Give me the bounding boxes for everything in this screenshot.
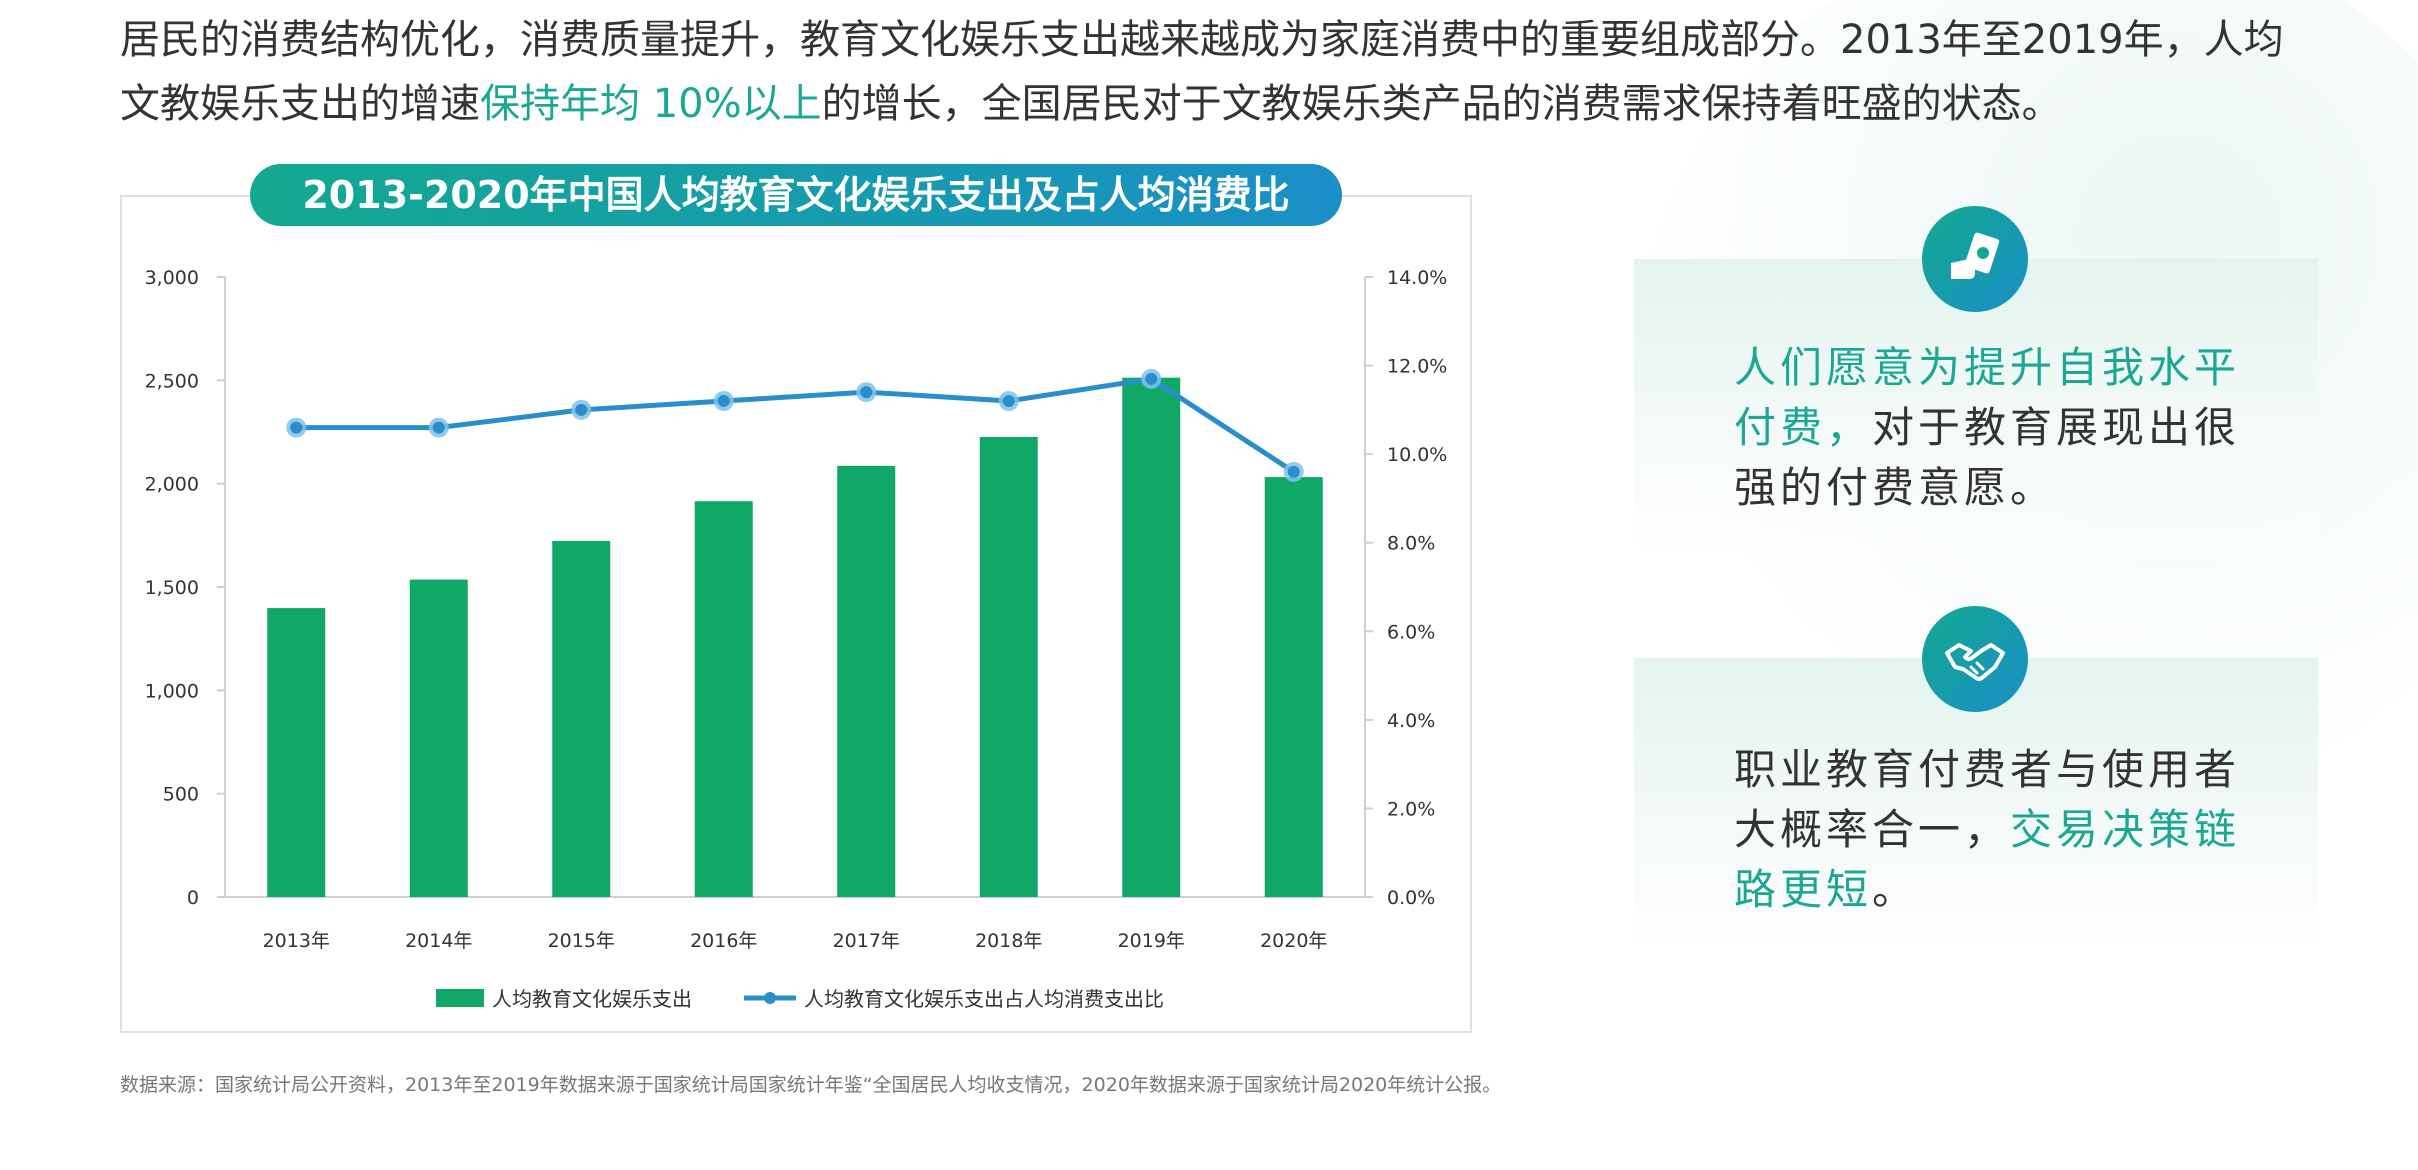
bar [694, 501, 753, 897]
bar [267, 608, 326, 897]
legend-bar-swatch [436, 989, 484, 1007]
y-right-tick-label: 2.0% [1387, 798, 1435, 820]
y-left-tick-label: 2,000 [145, 474, 199, 496]
money-hand-icon [1922, 206, 2028, 312]
x-tick-label: 2014年 [405, 930, 472, 952]
handshake-icon [1922, 606, 2028, 712]
line-point [575, 403, 588, 416]
series-line [296, 376, 1296, 474]
y-left-tick-label: 1,000 [145, 680, 199, 702]
y-left-tick-label: 1,500 [145, 577, 199, 599]
line-point [717, 395, 730, 407]
y-right-tick-label: 10.0% [1387, 444, 1447, 466]
intro-paragraph: 居民的消费结构优化，消费质量提升，教育文化娱乐支出越来越成为家庭消费中的重要组成… [120, 8, 2320, 136]
intro-text-2: 的增长，全国居民对于文教娱乐类产品的消费需求保持着旺盛的状态。 [821, 81, 2062, 127]
y-right-tick-label: 14.0% [1387, 267, 1447, 289]
bar [409, 579, 468, 897]
bar [1122, 377, 1181, 897]
intro-text-1: 居民的消费结构优化，消费质量提升，教育文化娱乐支出越来越成为家庭消费中的重要组成… [120, 17, 2284, 127]
data-source-note: 数据来源：国家统计局公开资料，2013年至2019年数据来源于国家统计局国家统计… [120, 1074, 1502, 1096]
chart-title: 2013-2020年中国人均教育文化娱乐支出及占人均消费比 [250, 164, 1342, 226]
insight-text-1: 人们愿意为提升自我水平付费，对于教育展现出很强的付费意愿。 [1734, 338, 2244, 518]
legend-bar-label: 人均教育文化娱乐支出 [492, 987, 692, 1011]
intro-highlight: 保持年均 10%以上 [480, 81, 822, 127]
bar [837, 465, 896, 897]
line-point [1145, 372, 1158, 385]
y-right-tick-label: 0.0% [1387, 887, 1435, 909]
y-left-tick-label: 3,000 [145, 267, 199, 289]
insight-1-highlight: 人们愿意为提升自我水平付费， [1734, 343, 2241, 452]
y-right-tick-label: 8.0% [1387, 533, 1435, 555]
legend-line-marker [764, 992, 776, 1004]
x-tick-label: 2013年 [263, 930, 330, 952]
line-point [1287, 465, 1300, 478]
y-right-tick-label: 4.0% [1387, 710, 1435, 732]
line-point [1002, 395, 1015, 407]
x-tick-label: 2015年 [548, 930, 615, 952]
y-left-tick-label: 0 [187, 887, 199, 909]
bar [552, 540, 611, 897]
insight-2-text: 职业教育付费者与使用者大概率合一， [1734, 745, 2241, 854]
line-point [432, 421, 445, 434]
chart-frame [120, 195, 1472, 1033]
x-tick-label: 2017年 [833, 930, 900, 952]
bar [979, 436, 1038, 897]
y-left-tick-label: 500 [163, 784, 199, 806]
insight-1-text: 对于教育展现出很强的付费意愿。 [1734, 403, 2241, 512]
insight-2-tail: 。 [1872, 865, 1919, 914]
y-left-tick-label: 2,500 [145, 370, 199, 392]
bar [1264, 477, 1323, 897]
legend-line-label: 人均教育文化娱乐支出占人均消费支出比 [804, 987, 1164, 1011]
y-right-tick-label: 12.0% [1387, 356, 1447, 378]
x-tick-label: 2018年 [975, 930, 1042, 952]
line-point [290, 421, 303, 434]
x-tick-label: 2016年 [690, 930, 757, 952]
x-tick-label: 2019年 [1118, 930, 1185, 952]
insight-2-highlight: 交易决策链路更短 [1734, 805, 2241, 914]
x-tick-label: 2020年 [1260, 930, 1327, 952]
insight-text-2: 职业教育付费者与使用者大概率合一，交易决策链路更短。 [1734, 740, 2244, 920]
line-point [860, 386, 873, 399]
y-right-tick-label: 6.0% [1387, 621, 1435, 643]
